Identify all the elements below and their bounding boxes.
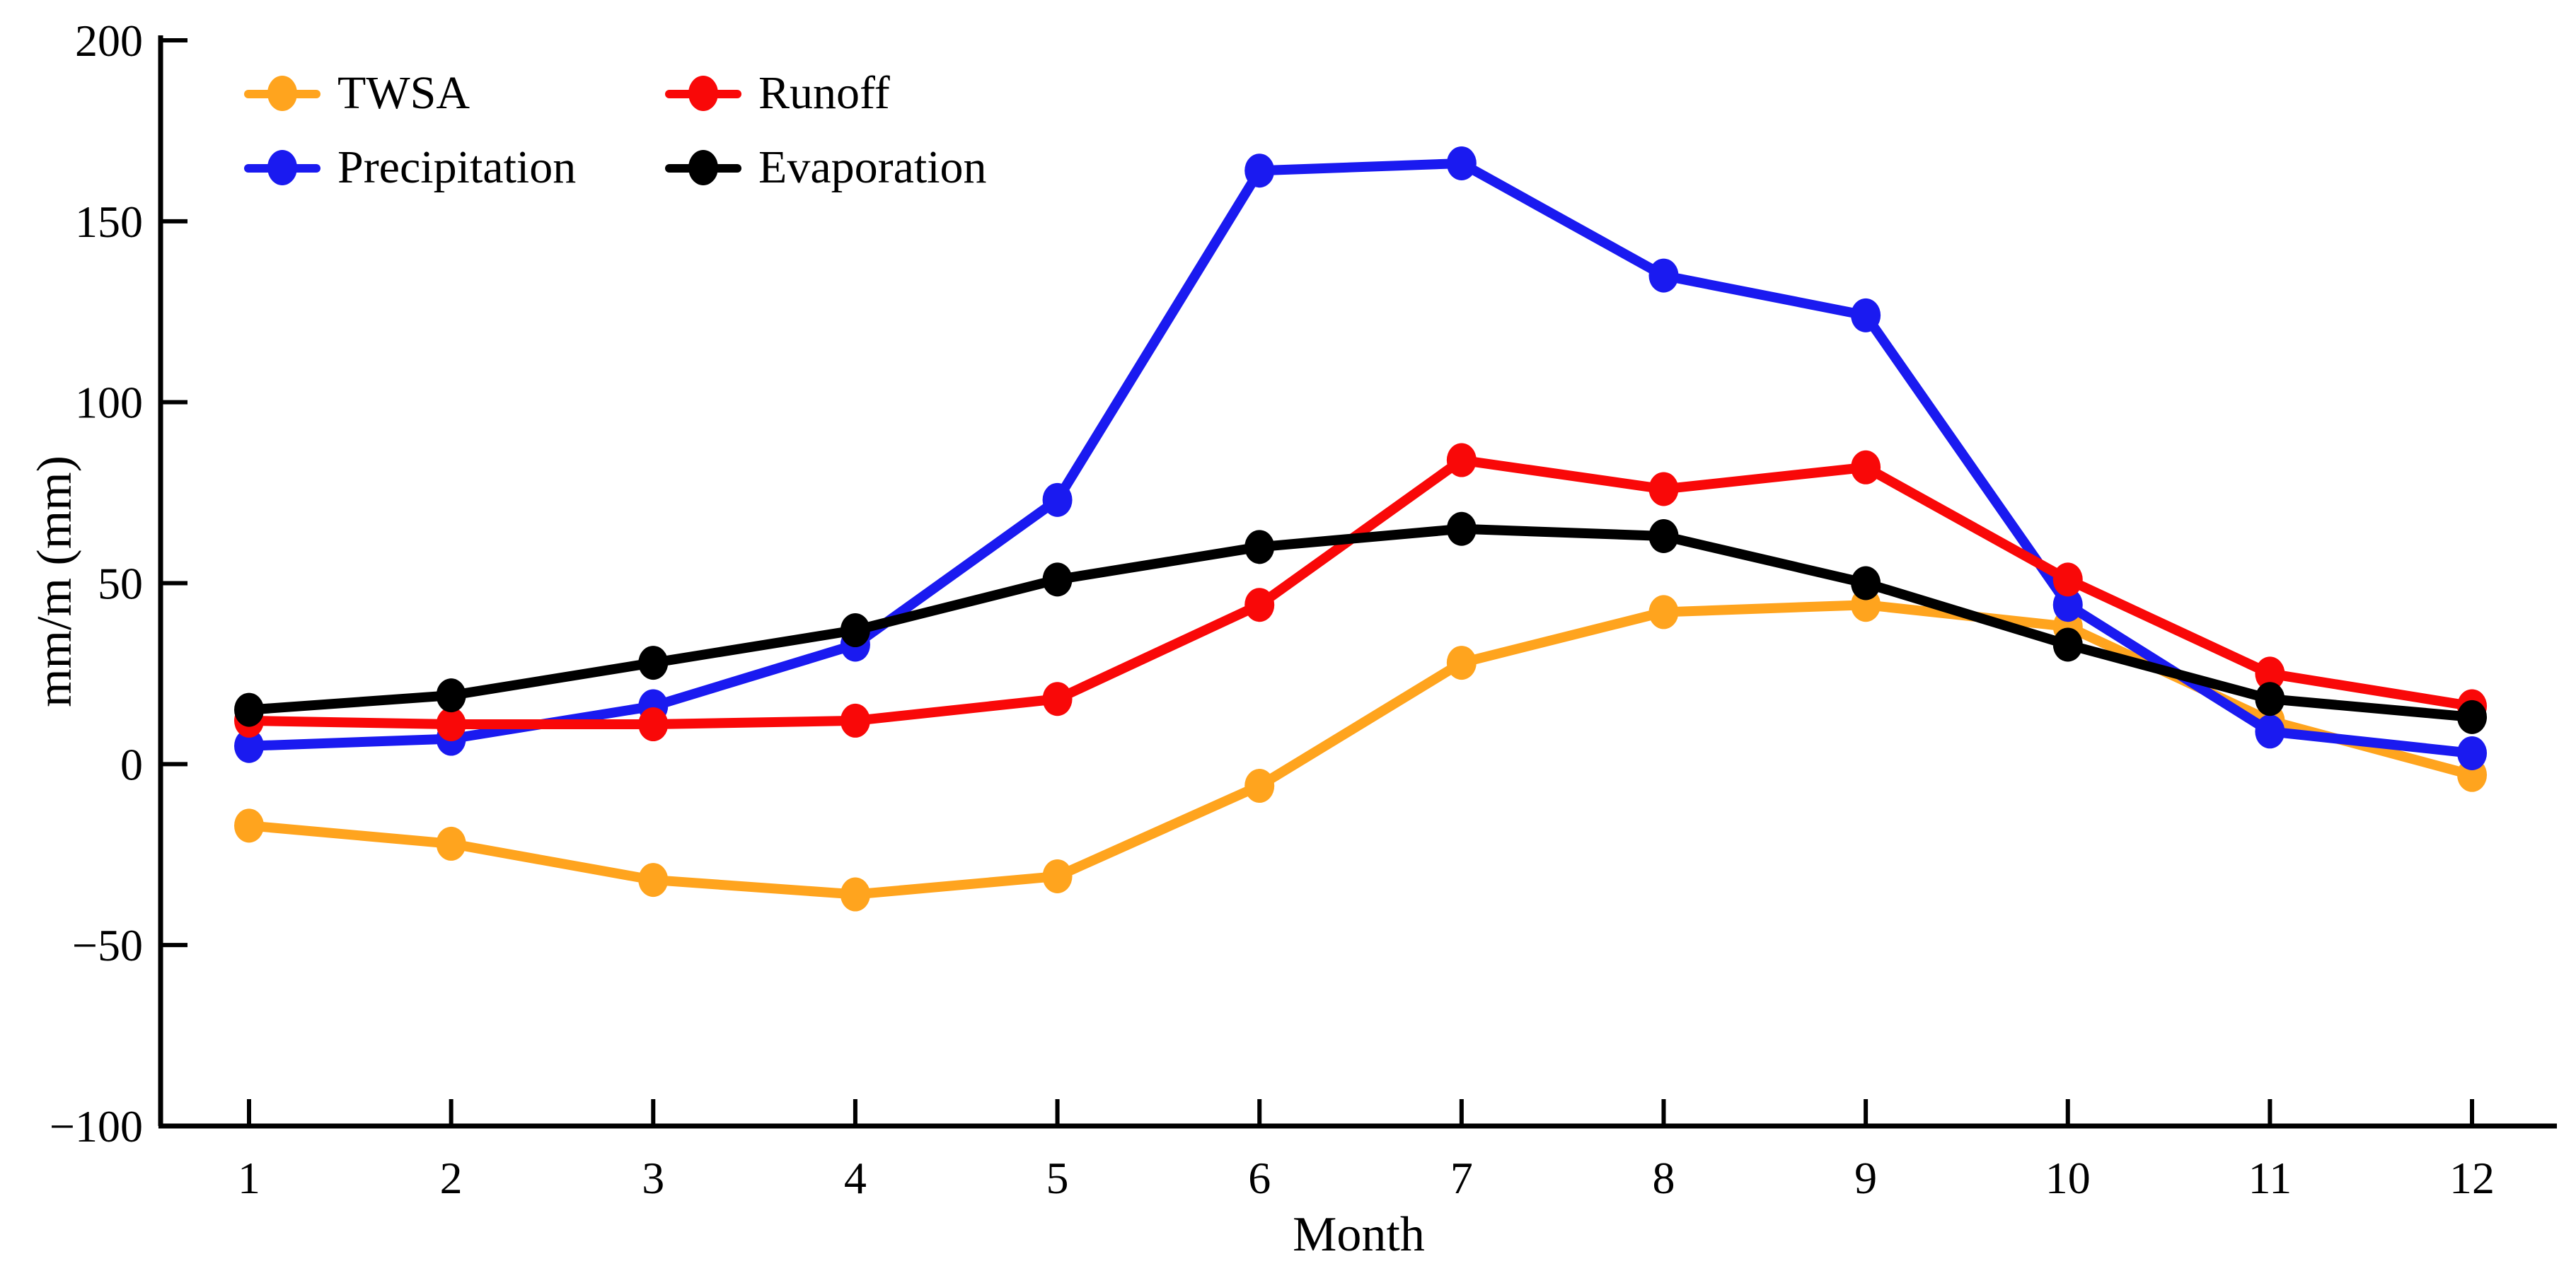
point-precipitation-10: [2052, 588, 2083, 622]
point-twsa-4: [840, 877, 870, 912]
x-tick-label: 2: [440, 1153, 463, 1203]
point-runoff-8: [1648, 472, 1679, 506]
point-runoff-10: [2052, 562, 2083, 597]
y-tick-label: 150: [75, 197, 143, 247]
y-tick-label: 50: [98, 559, 143, 609]
point-precipitation-12: [2457, 736, 2488, 770]
legend-label-evaporation: Evaporation: [758, 141, 987, 193]
point-evaporation-6: [1244, 530, 1275, 564]
point-evaporation-2: [436, 678, 466, 713]
legend-label-runoff: Runoff: [758, 67, 890, 119]
x-tick-label: 12: [2449, 1153, 2495, 1203]
series-line-precipitation: [244, 158, 2478, 758]
point-evaporation-5: [1042, 562, 1073, 597]
point-evaporation-4: [840, 613, 870, 648]
point-twsa-8: [1648, 595, 1679, 629]
x-tick-label: 8: [1652, 1153, 1675, 1203]
evaporation-legend-marker-icon: [665, 149, 741, 186]
point-runoff-3: [638, 707, 669, 742]
x-tick-label: 3: [642, 1153, 664, 1203]
y-axis-title: mm/m (mm): [28, 455, 82, 707]
point-evaporation-9: [1851, 566, 1881, 600]
series-line-runoff: [244, 455, 2478, 730]
point-evaporation-7: [1446, 511, 1477, 546]
x-axis-title: Month: [1293, 1207, 1425, 1262]
point-evaporation-11: [2255, 682, 2285, 716]
legend-item-evaporation: Evaporation: [665, 139, 987, 196]
x-tick-label: 4: [844, 1153, 867, 1203]
point-twsa-6: [1244, 769, 1275, 803]
series-line-twsa: [244, 600, 2478, 900]
y-tick-label: −100: [50, 1101, 143, 1151]
point-evaporation-1: [234, 692, 264, 727]
series-line-evaporation: [244, 523, 2478, 722]
runoff-legend-marker-icon: [665, 75, 741, 112]
point-precipitation-6: [1244, 153, 1275, 188]
point-runoff-7: [1446, 443, 1477, 477]
point-twsa-1: [234, 808, 264, 843]
point-evaporation-10: [2052, 627, 2083, 662]
point-precipitation-11: [2255, 714, 2285, 749]
legend-label-twsa: TWSA: [337, 67, 470, 119]
y-tick-label: 100: [75, 378, 143, 428]
y-tick-label: 200: [75, 16, 143, 66]
point-runoff-6: [1244, 588, 1275, 622]
point-runoff-9: [1851, 450, 1881, 484]
x-tick-label: 5: [1046, 1153, 1069, 1203]
point-precipitation-9: [1851, 298, 1881, 332]
legend-item-runoff: Runoff: [665, 65, 890, 122]
point-runoff-11: [2255, 656, 2285, 691]
legend-item-twsa: TWSA: [244, 65, 470, 122]
precipitation-legend-marker-icon: [244, 149, 320, 186]
point-twsa-7: [1446, 646, 1477, 680]
point-precipitation-1: [234, 729, 264, 763]
point-twsa-2: [436, 826, 466, 861]
point-evaporation-3: [638, 646, 669, 680]
point-precipitation-8: [1648, 258, 1679, 293]
point-runoff-4: [840, 703, 870, 738]
legend-item-precipitation: Precipitation: [244, 139, 576, 196]
point-twsa-3: [638, 863, 669, 898]
point-precipitation-7: [1446, 146, 1477, 180]
x-tick-label: 11: [2248, 1153, 2292, 1203]
twsa-legend-marker-icon: [244, 75, 320, 112]
point-evaporation-12: [2457, 700, 2488, 734]
x-tick-label: 9: [1854, 1153, 1877, 1203]
point-evaporation-8: [1648, 518, 1679, 553]
x-tick-label: 7: [1450, 1153, 1473, 1203]
y-tick-label: −50: [72, 920, 143, 970]
x-tick-label: 1: [238, 1153, 260, 1203]
point-twsa-5: [1042, 859, 1073, 893]
x-tick-label: 10: [2045, 1153, 2091, 1203]
point-runoff-5: [1042, 682, 1073, 716]
legend-label-precipitation: Precipitation: [337, 141, 577, 193]
point-precipitation-5: [1042, 482, 1073, 517]
point-runoff-2: [436, 707, 466, 742]
y-tick-label: 0: [120, 739, 143, 789]
x-tick-label: 6: [1248, 1153, 1271, 1203]
